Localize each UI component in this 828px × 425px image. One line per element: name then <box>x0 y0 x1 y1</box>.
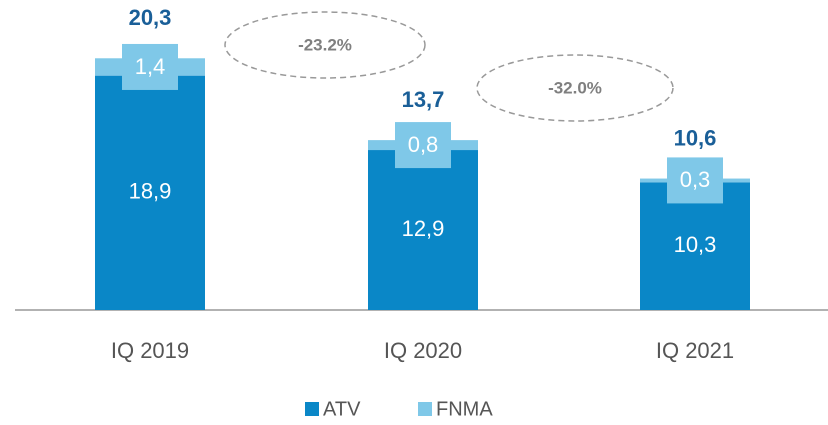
value-label-box <box>122 43 178 90</box>
legend-label: ATV <box>323 398 361 420</box>
legend-label: FNMA <box>436 398 493 420</box>
value-label: 18,9 <box>129 179 172 204</box>
x-tick-label: IQ 2020 <box>384 338 462 363</box>
total-label: 13,7 <box>402 87 445 112</box>
value-label-box <box>395 122 451 169</box>
total-label: 20,3 <box>129 5 172 30</box>
x-tick-label: IQ 2021 <box>656 338 734 363</box>
bar-segment <box>368 150 478 310</box>
annotation: -32.0% <box>548 78 602 97</box>
annotation: -23.2% <box>298 35 352 54</box>
value-label: 12,9 <box>402 216 445 241</box>
value-label: 10,3 <box>674 232 717 257</box>
legend-swatch <box>418 402 432 416</box>
annotation-ellipse <box>224 11 426 79</box>
bar-segment <box>95 75 205 310</box>
value-label: 0,3 <box>680 167 711 192</box>
legend-swatch <box>305 402 319 416</box>
value-label-box <box>667 157 723 204</box>
total-label: 10,6 <box>674 125 717 150</box>
value-label: 0,8 <box>408 132 439 157</box>
annotation-ellipse <box>476 54 674 122</box>
x-tick-label: IQ 2019 <box>111 338 189 363</box>
bar-segment <box>640 182 750 310</box>
value-label: 1,4 <box>135 54 166 79</box>
